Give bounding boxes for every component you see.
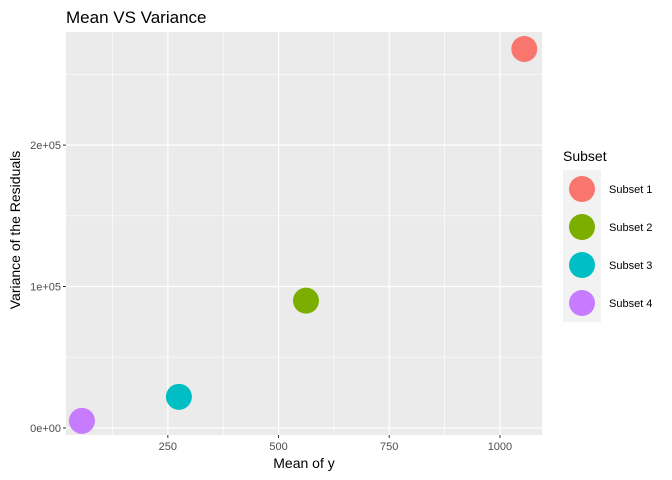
y-tick-label: 2e+05 [30, 140, 61, 152]
data-points [68, 35, 538, 434]
x-tick-label: 250 [159, 441, 177, 453]
data-point-subset-3 [165, 383, 192, 410]
legend-key-subset-3 [569, 252, 595, 278]
x-tick-label: 750 [380, 441, 398, 453]
plot-panel [66, 32, 542, 435]
y-tick-label: 1e+05 [30, 282, 61, 294]
legend-key-subset-1 [569, 176, 595, 202]
y-tick-label: 0e+00 [30, 423, 61, 435]
chart-title: Mean VS Variance [66, 8, 206, 27]
legend-label: Subset 2 [609, 222, 652, 234]
data-point-subset-2 [292, 287, 319, 314]
legend-title: Subset [563, 148, 607, 164]
legend-key-subset-2 [569, 214, 595, 240]
legend-label: Subset 1 [609, 184, 652, 196]
legend-label: Subset 4 [609, 298, 652, 310]
grid-minor [66, 32, 542, 435]
x-axis-ticks: 250 500 750 1000 [159, 435, 512, 453]
y-axis-ticks: 0e+00 1e+05 2e+05 [30, 140, 66, 435]
legend: Subset Subset 1 Subset 2 Subset 3 Subset 4 [563, 148, 652, 322]
x-tick-label: 1000 [488, 441, 512, 453]
x-tick-label: 500 [269, 441, 287, 453]
legend-key-subset-4 [569, 290, 595, 316]
y-axis-title: Variance of the Residuals [7, 151, 23, 310]
data-point-subset-4 [68, 407, 95, 434]
legend-label: Subset 3 [609, 260, 652, 272]
x-axis-title: Mean of y [273, 455, 334, 471]
data-point-subset-1 [511, 35, 538, 62]
grid-major [66, 32, 542, 435]
